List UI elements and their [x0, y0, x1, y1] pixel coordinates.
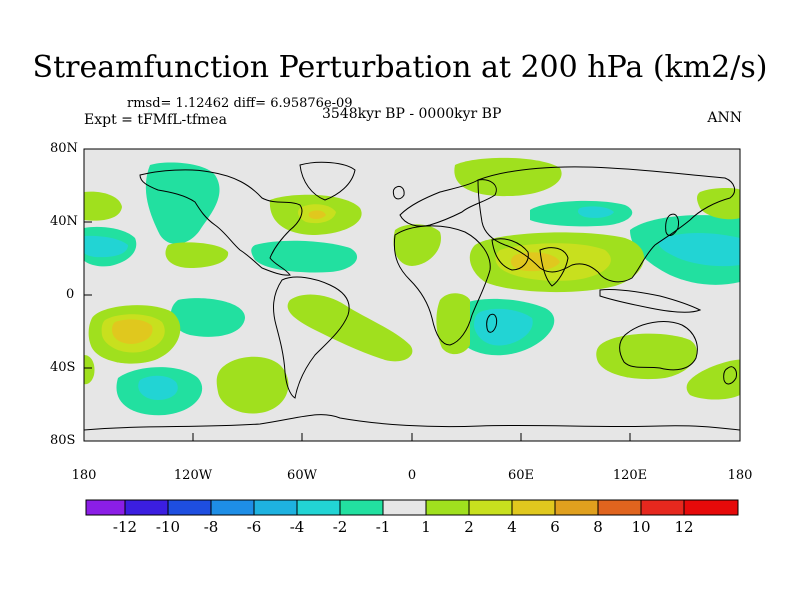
coastline-indonesia — [599, 289, 702, 313]
lat-label-80n: 80N — [50, 141, 78, 156]
coastline-india — [539, 247, 569, 287]
lat-label-40s: 40S — [50, 360, 76, 375]
contour-positive-indian-ocean — [436, 293, 470, 355]
coastline-new-zealand — [723, 366, 737, 385]
coastline-north-america — [139, 169, 303, 276]
colorbar-box-5 — [253, 499, 298, 516]
lat-label-0: 0 — [66, 287, 75, 302]
colorbar-box-3 — [167, 499, 212, 516]
contour-negative-europe-core — [577, 206, 614, 218]
contour-negative-south-pacific-west-core — [138, 375, 178, 400]
colorbar — [85, 499, 739, 516]
colorbar-box-15 — [683, 499, 739, 516]
colorbar-box-4 — [210, 499, 255, 516]
period-label: 3548kyr BP - 0000kyr BP — [322, 106, 502, 122]
colorbar-box-6 — [296, 499, 341, 516]
season-label: ANN — [707, 110, 742, 126]
coastline-africa — [393, 225, 491, 346]
contour-negative-south-pacific-east — [170, 298, 245, 337]
contour-positive-tasman — [686, 359, 740, 400]
colorbar-box-7 — [339, 499, 384, 516]
stats-label: rmsd= 1.12462 diff= 6.95876e-09 — [127, 96, 353, 111]
lat-label-40n: 40N — [50, 214, 78, 229]
colorbar-box-2 — [124, 499, 169, 516]
coastline-greenland — [299, 161, 356, 201]
lon-label-60w: 60W — [287, 468, 317, 483]
contour-positive-eastern-pacific-south — [84, 355, 95, 385]
map-title: Streamfunction Perturbation at 200 hPa (… — [32, 50, 768, 85]
colorbar-box-9 — [425, 499, 470, 516]
coastlines — [84, 161, 740, 431]
lon-label-180-right: 180 — [727, 468, 753, 483]
coastline-madagascar — [486, 313, 498, 333]
colorbar-box-1 — [85, 499, 126, 516]
colorbar-box-12 — [554, 499, 599, 516]
contour-positive-east-pacific — [165, 242, 229, 268]
contour-positive-australia — [596, 333, 697, 380]
contour-positive-south-atlantic — [216, 356, 289, 414]
colorbar-label: -4 — [289, 518, 305, 536]
lon-label-180-left: 180 — [71, 468, 97, 483]
colorbar-label: 2 — [464, 518, 474, 536]
lon-label-60e: 60E — [507, 468, 535, 483]
lon-label-120w: 120W — [173, 468, 213, 483]
lat-label-80s: 80S — [50, 433, 76, 448]
coastline-europe — [399, 179, 497, 227]
colorbar-box-11 — [511, 499, 556, 516]
contour-positive-north-pacific-east — [697, 188, 740, 220]
colorbar-label: 8 — [593, 518, 603, 536]
contour-negative-madagascar-core — [474, 308, 533, 346]
colorbar-label: 12 — [674, 518, 694, 536]
colorbar-label: -6 — [246, 518, 262, 536]
colorbar-label: 4 — [507, 518, 517, 536]
colorbar-box-10 — [468, 499, 513, 516]
colorbar-label: 6 — [550, 518, 560, 536]
experiment-label: Expt = tFMfL-tfmea — [84, 112, 227, 128]
contour-positive-north-atlantic-east — [454, 157, 562, 197]
colorbar-label: -1 — [375, 518, 391, 536]
contour-positive-north-america-max — [308, 210, 326, 219]
coastline-japan — [665, 213, 679, 236]
colorbar-label: -10 — [155, 518, 181, 536]
colorbar-label: 10 — [631, 518, 651, 536]
colorbar-box-14 — [640, 499, 685, 516]
colorbar-label: -2 — [332, 518, 348, 536]
coastline-south-america — [273, 276, 350, 399]
coastline-uk — [392, 185, 405, 200]
colorbar-label: 1 — [421, 518, 431, 536]
contour-positive-south-america — [287, 294, 413, 362]
lon-label-120e: 120E — [612, 468, 648, 483]
axis-ticks — [83, 148, 741, 442]
contour-negative-east-asia-core — [658, 233, 740, 267]
contour-negative-north-atlantic — [145, 162, 220, 245]
coastline-australia — [619, 321, 698, 371]
contour-field — [84, 149, 740, 441]
contour-positive-south-pacific-max — [112, 319, 153, 344]
colorbar-box-8 — [382, 499, 427, 516]
colorbar-box-13 — [597, 499, 642, 516]
colorbar-label: -8 — [203, 518, 219, 536]
coastline-asia — [477, 166, 736, 283]
coastline-antarctica — [84, 414, 740, 431]
contour-positive-north-pacific-west — [84, 191, 122, 221]
lon-label-0: 0 — [407, 468, 417, 483]
coastline-arabia — [491, 238, 529, 271]
colorbar-label: -12 — [112, 518, 138, 536]
contour-negative-west-pacific-n-core — [84, 235, 128, 258]
contour-positive-africa-north — [393, 224, 441, 266]
